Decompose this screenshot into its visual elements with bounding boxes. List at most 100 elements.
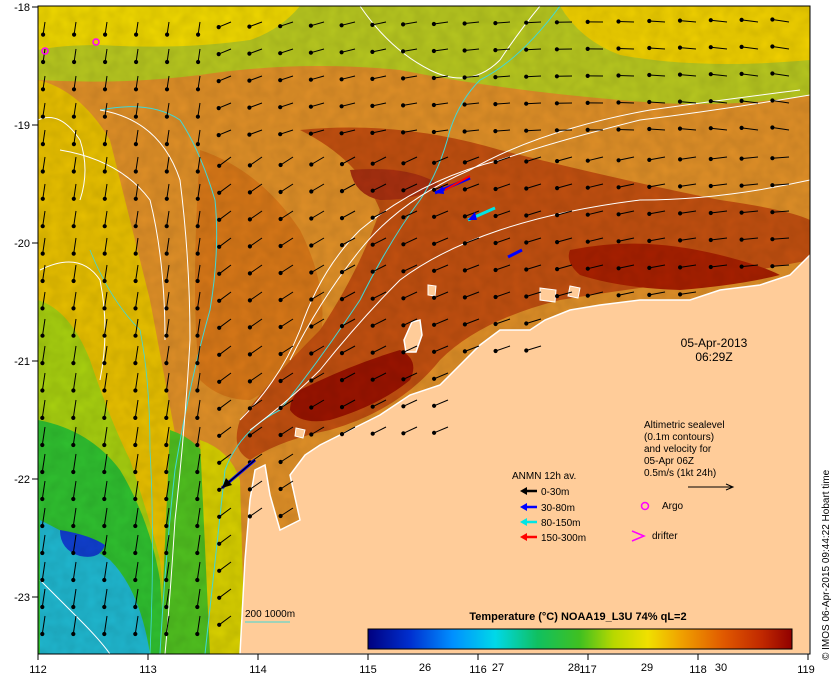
- velocity-arrow-head: [40, 361, 45, 366]
- velocity-arrow-head: [102, 442, 107, 448]
- velocity-arrow: [196, 453, 201, 473]
- velocity-arrow: [249, 426, 263, 436]
- velocity-arrow: [495, 183, 511, 190]
- velocity-arrow: [218, 399, 232, 410]
- velocity-arrow-head: [40, 169, 45, 174]
- velocity-arrow: [495, 156, 511, 163]
- velocity-arrow-head: [647, 99, 652, 105]
- velocity-arrow: [372, 210, 387, 219]
- velocity-arrow: [310, 102, 325, 108]
- velocity-arrow-head: [309, 432, 314, 437]
- velocity-arrow: [104, 48, 108, 63]
- velocity-arrow: [249, 291, 263, 301]
- velocity-arrow: [741, 264, 759, 268]
- velocity-arrow-head: [71, 442, 76, 448]
- velocity-arrow-head: [401, 215, 406, 220]
- velocity-arrow: [72, 561, 77, 581]
- velocity-arrow: [104, 75, 108, 90]
- velocity-arrow: [135, 102, 139, 117]
- velocity-arrow-head: [217, 514, 222, 519]
- velocity-arrow: [165, 426, 170, 446]
- velocity-arrow-head: [216, 25, 221, 30]
- velocity-arrow-head: [195, 577, 200, 583]
- velocity-arrow-head: [247, 379, 252, 384]
- velocity-arrow: [618, 291, 635, 296]
- velocity-arrow: [104, 318, 108, 336]
- velocity-arrow: [372, 237, 387, 246]
- x-tick-label: 118: [689, 664, 707, 676]
- velocity-arrow-head: [524, 20, 529, 25]
- velocity-arrow: [135, 264, 139, 282]
- velocity-arrow: [464, 291, 480, 298]
- colorbar-title: Temperature (°C) NOAA19_L3U 74% qL=2: [469, 611, 686, 623]
- velocity-arrow-head: [102, 251, 107, 256]
- velocity-arrow-head: [133, 496, 138, 502]
- velocity-arrow-head: [40, 631, 45, 637]
- velocity-arrow: [280, 453, 294, 463]
- velocity-arrow: [197, 156, 201, 172]
- velocity-arrow-head: [677, 72, 683, 77]
- velocity-arrow-head: [133, 523, 138, 529]
- velocity-arrow: [741, 127, 759, 131]
- velocity-arrow: [196, 588, 201, 608]
- velocity-arrow: [218, 48, 232, 55]
- velocity-arrow-head: [102, 169, 107, 174]
- velocity-arrow-head: [102, 577, 107, 583]
- velocity-arrow-head: [102, 496, 107, 502]
- velocity-arrow-head: [247, 190, 252, 195]
- argo-legend-icon: [640, 501, 650, 511]
- velocity-arrow-head: [133, 388, 138, 393]
- velocity-arrow-head: [72, 59, 77, 65]
- velocity-arrow: [403, 264, 418, 272]
- velocity-arrow-head: [247, 271, 252, 276]
- velocity-arrow: [104, 183, 108, 199]
- velocity-arrow-head: [431, 21, 436, 27]
- velocity-arrow: [103, 507, 108, 527]
- velocity-arrow-head: [71, 415, 76, 420]
- velocity-arrow: [103, 399, 108, 418]
- velocity-arrow-head: [370, 404, 375, 409]
- velocity-arrow: [280, 507, 294, 517]
- velocity-arrow-head: [102, 142, 108, 147]
- velocity-arrow: [197, 210, 201, 227]
- velocity-arrow: [710, 156, 728, 160]
- velocity-arrow-head: [278, 51, 283, 56]
- velocity-arrow: [166, 210, 170, 227]
- velocity-arrow-head: [370, 188, 375, 193]
- velocity-arrow: [433, 399, 449, 407]
- legend-title: ANMN 12h av.: [512, 471, 576, 482]
- velocity-arrow: [134, 399, 139, 418]
- velocity-arrow-head: [40, 333, 45, 338]
- y-tick-labels: -18 -19 -20 -21 -22 -23: [14, 2, 30, 604]
- velocity-arrow-head: [677, 18, 683, 23]
- velocity-arrow: [618, 183, 635, 188]
- velocity-arrow: [310, 129, 325, 135]
- velocity-arrow-head: [309, 405, 314, 410]
- velocity-arrow-head: [339, 297, 345, 302]
- velocity-arrow-head: [164, 550, 169, 556]
- velocity-arrow-head: [770, 125, 775, 130]
- velocity-arrow: [42, 183, 46, 199]
- velocity-arrow: [218, 129, 232, 136]
- velocity-arrow-head: [102, 469, 107, 475]
- velocity-arrow: [526, 75, 542, 78]
- velocity-arrow: [526, 345, 542, 351]
- plot-area: [38, 6, 810, 654]
- velocity-arrow-head: [493, 186, 498, 192]
- velocity-arrow-head: [102, 523, 107, 529]
- velocity-arrow-head: [524, 159, 529, 164]
- velocity-arrow-head: [401, 269, 406, 274]
- velocity-arrow-head: [647, 18, 652, 24]
- velocity-arrow: [41, 426, 46, 446]
- velocity-arrow-head: [217, 541, 222, 546]
- velocity-arrow: [495, 237, 511, 244]
- velocity-arrow-head: [370, 242, 375, 247]
- velocity-arrow-head: [40, 196, 45, 201]
- velocity-arrow: [73, 291, 77, 309]
- velocity-arrow: [218, 183, 232, 194]
- velocity-arrow-head: [278, 24, 283, 29]
- velocity-arrow: [41, 345, 46, 364]
- velocity-arrow-head: [216, 106, 221, 111]
- altimetry-line: 05-Apr 06Z: [644, 456, 694, 467]
- velocity-arrow: [197, 129, 201, 145]
